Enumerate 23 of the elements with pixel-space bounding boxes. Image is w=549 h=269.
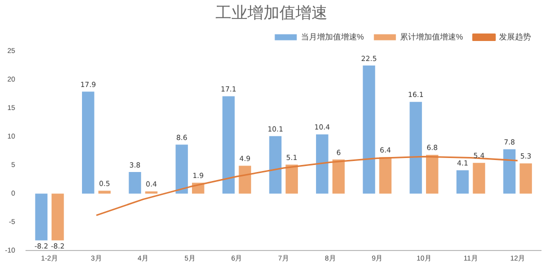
- bar: [410, 102, 422, 194]
- bar: [520, 163, 532, 194]
- legend-label: 当月增加值增速%: [300, 32, 364, 42]
- bar: [472, 162, 486, 194]
- bar: [222, 96, 235, 194]
- bar: [456, 170, 469, 194]
- bar: [286, 164, 298, 194]
- bar: [52, 194, 64, 240]
- bar: [176, 144, 188, 194]
- bar: [316, 134, 328, 194]
- bar: [503, 149, 516, 194]
- bar: [35, 194, 48, 240]
- bar: [426, 154, 438, 194]
- legend-label: 累计增加值增速%: [400, 32, 464, 42]
- bar: [332, 159, 345, 194]
- legend-label: 发展趋势: [499, 32, 531, 42]
- bar: [128, 172, 142, 194]
- bar: [238, 166, 252, 194]
- bar: [269, 136, 282, 194]
- bar: [82, 92, 94, 194]
- bar: [362, 65, 376, 194]
- chart-title: 工业增加值增速: [216, 2, 328, 22]
- bar: [379, 157, 392, 194]
